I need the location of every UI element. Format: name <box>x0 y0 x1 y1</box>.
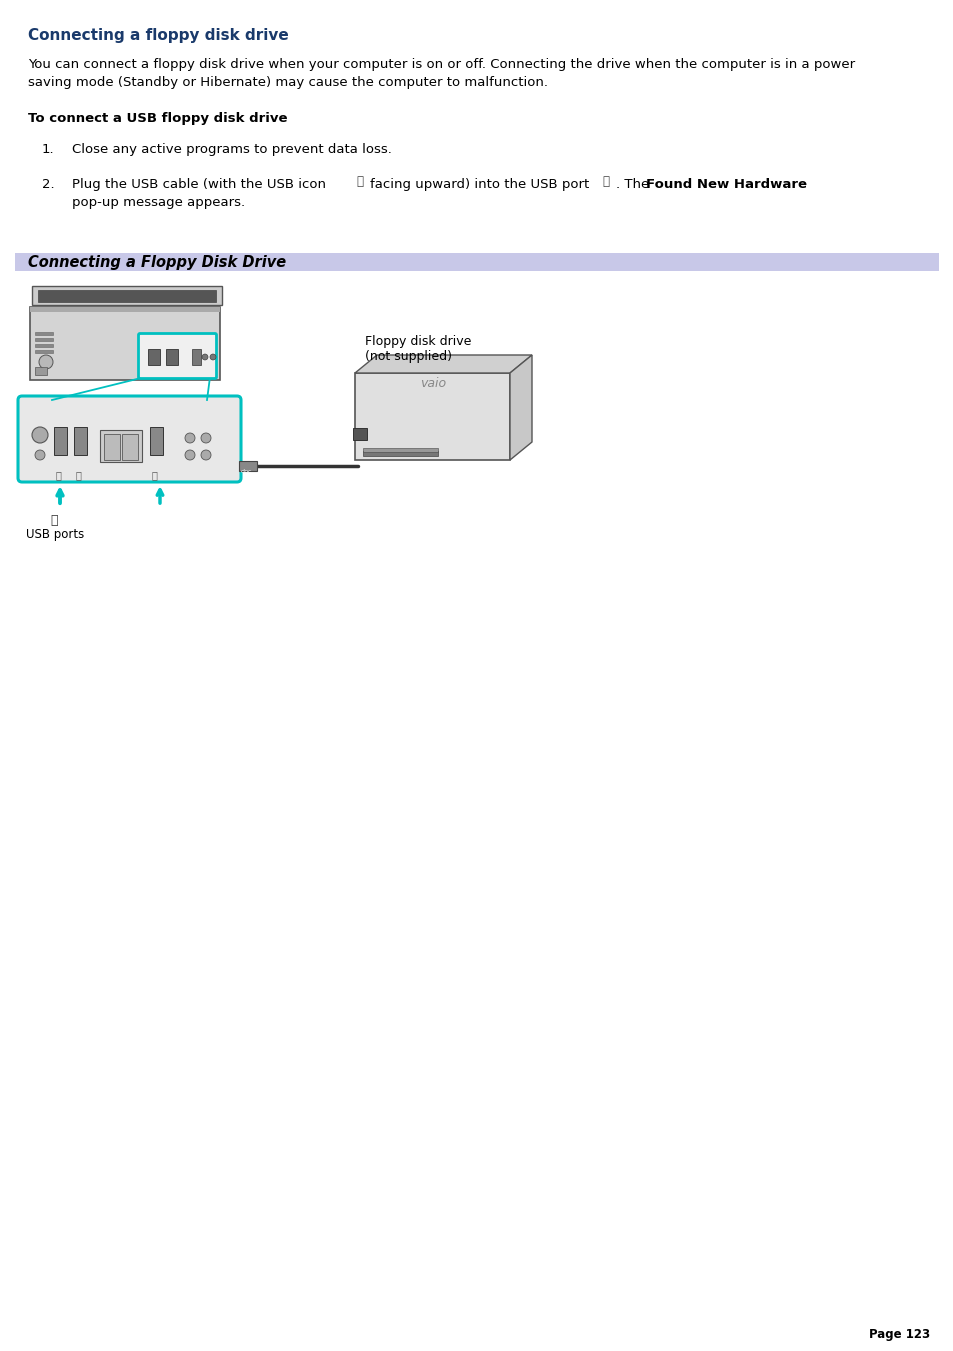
Circle shape <box>32 427 48 443</box>
Text: ⑇: ⑇ <box>152 470 157 480</box>
Bar <box>104 434 120 459</box>
Text: Page 123: Page 123 <box>868 1328 929 1342</box>
FancyArrowPatch shape <box>176 440 178 443</box>
Bar <box>353 428 367 440</box>
Text: To connect a USB floppy disk drive: To connect a USB floppy disk drive <box>28 112 287 126</box>
Bar <box>363 451 437 457</box>
Text: . The: . The <box>616 178 649 190</box>
Text: facing upward) into the USB port: facing upward) into the USB port <box>370 178 589 190</box>
Circle shape <box>35 450 45 459</box>
Text: ⑇: ⑇ <box>355 176 363 188</box>
Text: ⑇: ⑇ <box>76 470 82 480</box>
Text: Close any active programs to prevent data loss.: Close any active programs to prevent dat… <box>71 143 392 155</box>
Bar <box>35 367 47 376</box>
Bar <box>150 427 163 455</box>
Text: USB ports: USB ports <box>26 528 84 540</box>
Bar <box>192 349 201 365</box>
Text: ⑇: ⑇ <box>50 513 57 527</box>
Text: pop-up message appears.: pop-up message appears. <box>71 196 245 209</box>
Text: Connecting a floppy disk drive: Connecting a floppy disk drive <box>28 28 289 43</box>
Polygon shape <box>355 373 510 459</box>
Text: vaio: vaio <box>419 377 446 390</box>
Polygon shape <box>510 355 532 459</box>
FancyBboxPatch shape <box>18 396 241 482</box>
Text: Connecting a Floppy Disk Drive: Connecting a Floppy Disk Drive <box>28 255 286 270</box>
Polygon shape <box>30 307 220 380</box>
Bar <box>363 449 437 453</box>
Bar <box>35 345 53 347</box>
Bar <box>54 427 67 455</box>
Bar <box>35 338 53 340</box>
Bar <box>166 349 178 365</box>
Polygon shape <box>355 355 532 373</box>
Bar <box>30 307 220 312</box>
FancyBboxPatch shape <box>138 334 216 378</box>
Circle shape <box>210 354 215 359</box>
Text: 1.: 1. <box>42 143 54 155</box>
Circle shape <box>202 354 208 359</box>
Circle shape <box>201 450 211 459</box>
Text: Floppy disk drive
(not supplied): Floppy disk drive (not supplied) <box>365 335 471 363</box>
Bar <box>100 430 142 462</box>
Circle shape <box>39 355 53 369</box>
Text: Plug the USB cable (with the USB icon: Plug the USB cable (with the USB icon <box>71 178 326 190</box>
Text: saving mode (Standby or Hibernate) may cause the computer to malfunction.: saving mode (Standby or Hibernate) may c… <box>28 76 547 89</box>
Circle shape <box>185 450 194 459</box>
Text: ⑇: ⑇ <box>601 176 608 188</box>
Circle shape <box>185 434 194 443</box>
Bar <box>35 332 53 335</box>
Text: ⑇: ⑇ <box>56 470 62 480</box>
Polygon shape <box>32 286 222 305</box>
Bar <box>35 350 53 353</box>
Text: Found New Hardware: Found New Hardware <box>645 178 806 190</box>
Bar <box>148 349 160 365</box>
Text: You can connect a floppy disk drive when your computer is on or off. Connecting : You can connect a floppy disk drive when… <box>28 58 854 72</box>
Bar <box>239 461 256 471</box>
Bar <box>122 434 138 459</box>
Bar <box>74 427 87 455</box>
Text: dpc: dpc <box>241 469 253 474</box>
Text: 2.: 2. <box>42 178 54 190</box>
Bar <box>38 290 215 303</box>
Circle shape <box>201 434 211 443</box>
Bar <box>15 253 938 272</box>
